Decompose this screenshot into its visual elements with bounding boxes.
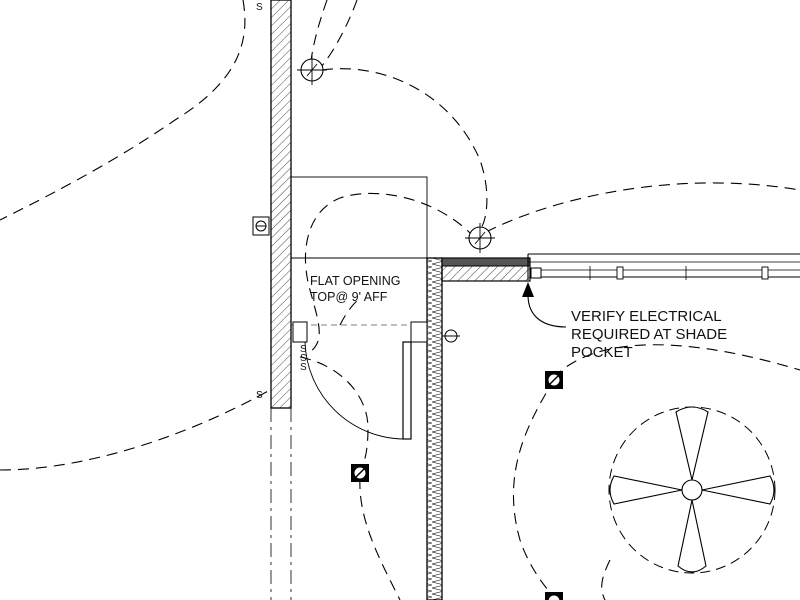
- left-wall: [270, 0, 292, 600]
- door-assembly: [292, 321, 428, 440]
- flat-opening-outline: [290, 176, 428, 326]
- shade-pocket: [441, 257, 531, 267]
- header-wall: [441, 257, 531, 282]
- opening-note-line-1: FLAT OPENING: [310, 274, 401, 288]
- switch-marks: S S S S S: [256, 2, 307, 401]
- recessed-light-icon-2: [351, 464, 369, 482]
- wall-sconce-icon: [442, 329, 460, 343]
- switch-s-group-1: S: [300, 344, 307, 355]
- callout-leader: [522, 282, 567, 328]
- opening-note-line-2: TOP@ 9' AFF: [310, 290, 388, 304]
- switch-s-group-2: S: [300, 353, 307, 364]
- verify-note-line-3: POCKET: [571, 344, 633, 361]
- switch-s-top: S: [256, 2, 263, 13]
- flat-opening-note: FLAT OPENING TOP@ 9' AFF: [310, 274, 401, 304]
- recessed-light-icon-3: [545, 592, 563, 600]
- verify-note-line-1: VERIFY ELECTRICAL: [571, 308, 722, 325]
- door-leaf: [402, 341, 412, 440]
- switch-s-group-3: S: [300, 362, 307, 373]
- recessed-light-icon-1: [545, 371, 563, 389]
- verify-electrical-note: VERIFY ELECTRICAL REQUIRED AT SHADE POCK…: [571, 308, 727, 361]
- wall-outlet-icon: [252, 216, 270, 236]
- verify-note-line-2: REQUIRED AT SHADE: [571, 326, 727, 343]
- ceiling-light-icon-top: [297, 55, 327, 85]
- leader-arrowhead: [522, 282, 534, 297]
- ceiling-light-icon-center: [465, 223, 495, 253]
- storefront-window: [527, 253, 800, 280]
- right-wall: [426, 257, 443, 600]
- ceiling-fan-icon: [608, 406, 776, 574]
- switch-s-bottom: S: [256, 390, 263, 401]
- door-swing-arc: [304, 341, 404, 440]
